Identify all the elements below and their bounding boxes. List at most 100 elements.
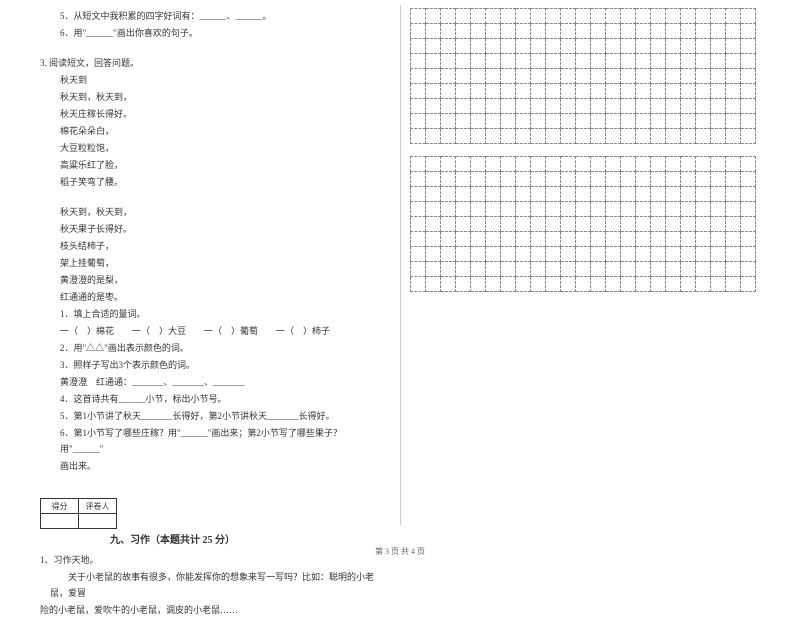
grid-cell	[486, 217, 501, 232]
grid-cell	[546, 99, 561, 114]
grid-cell	[591, 157, 606, 172]
right-column	[395, 0, 795, 565]
grid-cell	[621, 39, 636, 54]
grid-cell	[546, 54, 561, 69]
grid-cell	[471, 39, 486, 54]
grid-cell	[651, 172, 666, 187]
grid-cell	[651, 54, 666, 69]
intro-block: 5．从短文中我积累的四字好词有：______、______。6．用"______…	[40, 8, 383, 41]
grid-cell	[636, 262, 651, 277]
grid-cell	[681, 84, 696, 99]
grid-cell	[591, 99, 606, 114]
text-line: 6．用"______"画出你喜欢的句子。	[40, 25, 383, 41]
grid-cell	[591, 247, 606, 262]
grid-cell	[486, 157, 501, 172]
grid-cell	[711, 172, 726, 187]
grid-cell	[516, 247, 531, 262]
grid-cell	[471, 54, 486, 69]
grid-cell	[651, 247, 666, 262]
grid-cell	[591, 217, 606, 232]
grid-cell	[726, 99, 741, 114]
grid-cell	[441, 247, 456, 262]
grid-cell	[711, 202, 726, 217]
grid-cell	[531, 187, 546, 202]
grid-cell	[666, 129, 681, 144]
grid-cell	[456, 232, 471, 247]
grid-cell	[426, 262, 441, 277]
grader-cell	[79, 514, 117, 529]
grid-cell	[501, 24, 516, 39]
grid-cell	[546, 9, 561, 24]
grid-cell	[411, 217, 426, 232]
text-line: 险的小老鼠，爱吹牛的小老鼠，调皮的小老鼠……	[40, 602, 383, 618]
grid-cell	[471, 172, 486, 187]
grid-cell	[516, 9, 531, 24]
grid-cell	[561, 84, 576, 99]
grid-cell	[591, 277, 606, 292]
grid-cell	[531, 99, 546, 114]
grid-cell	[636, 232, 651, 247]
grid-cell	[561, 172, 576, 187]
grid-cell	[636, 277, 651, 292]
grid-cell	[651, 99, 666, 114]
grid-cell	[666, 39, 681, 54]
grid-cell	[696, 157, 711, 172]
grid-cell	[456, 277, 471, 292]
text-line: 黄澄澄的是梨，	[40, 272, 383, 288]
text-line: 3. 阅读短文，回答问题。	[40, 55, 383, 71]
grid-cell	[501, 202, 516, 217]
writing-block: 1、习作天地。 关于小老鼠的故事有很多，你能发挥你的想象来写一写吗？比如：聪明的…	[40, 552, 383, 618]
grid-cell	[441, 69, 456, 84]
grid-cell	[591, 187, 606, 202]
grid-cell	[501, 84, 516, 99]
grid-cell	[666, 187, 681, 202]
grid-cell	[441, 277, 456, 292]
text-line: 关于小老鼠的故事有很多，你能发挥你的想象来写一写吗？比如：聪明的小老鼠，爱冒	[40, 569, 383, 601]
grid-cell	[456, 187, 471, 202]
grid-cell	[456, 202, 471, 217]
grid-cell	[636, 247, 651, 262]
grid-cell	[606, 232, 621, 247]
grid-cell	[711, 157, 726, 172]
grid-cell	[636, 99, 651, 114]
grid-cell	[741, 277, 756, 292]
grid-cell	[681, 129, 696, 144]
grid-cell	[741, 129, 756, 144]
grid-cell	[711, 69, 726, 84]
grid-cell	[426, 172, 441, 187]
grid-cell	[426, 217, 441, 232]
grid-cell	[681, 69, 696, 84]
grid-cell	[561, 187, 576, 202]
grid-cell	[726, 232, 741, 247]
grid-cell	[561, 247, 576, 262]
grid-cell	[426, 187, 441, 202]
grid-cell	[426, 277, 441, 292]
grid-cell	[741, 69, 756, 84]
grid-cell	[681, 277, 696, 292]
grid-cell	[426, 232, 441, 247]
grid-cell	[681, 202, 696, 217]
grid-cell	[636, 157, 651, 172]
grid-cell	[606, 69, 621, 84]
grid-cell	[441, 202, 456, 217]
grid-cell	[726, 39, 741, 54]
text-line: 黄澄澄 红通通：_______、_______、_______	[40, 374, 383, 390]
grid-cell	[696, 84, 711, 99]
text-line: 秋天庄稼长得好。	[40, 106, 383, 122]
grid-cell	[471, 9, 486, 24]
grid-cell	[561, 54, 576, 69]
grid-cell	[606, 262, 621, 277]
grid-cell	[726, 84, 741, 99]
text-line: 棉花朵朵白，	[40, 123, 383, 139]
grid-cell	[486, 69, 501, 84]
grid-cell	[501, 99, 516, 114]
grid-cell	[666, 24, 681, 39]
text-line: 大豆粒粒饱，	[40, 140, 383, 156]
grid-cell	[726, 187, 741, 202]
grid-cell	[441, 99, 456, 114]
grid-cell	[681, 262, 696, 277]
grid-cell	[426, 9, 441, 24]
grid-cell	[441, 9, 456, 24]
grid-cell	[576, 217, 591, 232]
grid-cell	[411, 262, 426, 277]
